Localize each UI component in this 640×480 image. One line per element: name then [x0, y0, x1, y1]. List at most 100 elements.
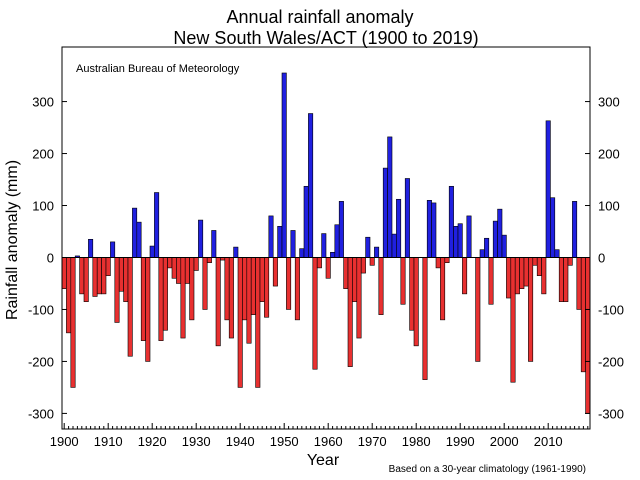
bar-1959 — [321, 233, 327, 258]
bar-2014 — [563, 257, 569, 302]
bar-1925 — [171, 257, 177, 279]
bar-1950 — [281, 72, 287, 258]
bar-1994 — [475, 257, 481, 362]
x-tick-label: 1900 — [50, 434, 79, 449]
bar-2012 — [554, 249, 560, 258]
bar-1953 — [294, 257, 300, 321]
bar-1945 — [259, 257, 265, 302]
bar-1973 — [382, 167, 388, 258]
bar-1916 — [132, 207, 138, 258]
chart-title: Annual rainfall anomaly — [226, 7, 413, 27]
bar-1918 — [140, 257, 146, 341]
y-tick-label-right: 0 — [598, 250, 605, 265]
y-tick-label-left: 300 — [32, 95, 54, 110]
bar-1985 — [435, 257, 441, 269]
bar-1912 — [114, 257, 120, 323]
bar-1915 — [127, 257, 133, 357]
bar-1934 — [211, 230, 217, 258]
bar-1932 — [202, 257, 208, 310]
y-tick-label-right: 100 — [598, 199, 620, 214]
bar-1983 — [426, 200, 432, 258]
bar-1923 — [162, 257, 168, 331]
bar-1954 — [299, 248, 305, 258]
bar-1991 — [462, 257, 468, 295]
bar-1909 — [101, 257, 107, 295]
bar-1942 — [246, 257, 252, 344]
bar-1926 — [176, 257, 182, 284]
bar-1914 — [123, 257, 129, 302]
y-tick-label-right: -300 — [598, 406, 624, 421]
bar-1988 — [448, 185, 454, 258]
bar-1984 — [431, 202, 437, 258]
y-tick-label-right: 300 — [598, 95, 620, 110]
bar-2007 — [532, 257, 538, 266]
bar-2019 — [585, 257, 591, 414]
plot-frame — [61, 46, 591, 430]
bar-1957 — [312, 257, 318, 370]
bar-1944 — [255, 257, 261, 388]
bar-1995 — [479, 249, 485, 258]
bar-1955 — [303, 185, 309, 258]
bar-1913 — [118, 257, 124, 292]
y-tick-label-left: 100 — [32, 199, 54, 214]
bar-1999 — [497, 208, 503, 258]
bar-1961 — [330, 251, 336, 258]
x-tick-label: 1990 — [446, 434, 475, 449]
bar-1998 — [492, 220, 498, 258]
bar-1924 — [167, 257, 173, 269]
y-tick-label-left: 0 — [47, 250, 54, 265]
x-tick-label: 1910 — [94, 434, 123, 449]
bar-1921 — [154, 192, 160, 258]
bar-1949 — [277, 226, 283, 258]
bar-1905 — [83, 257, 89, 302]
bar-1982 — [422, 257, 428, 380]
bar-1975 — [391, 233, 397, 258]
source-label: Australian Bureau of Meteorology — [76, 63, 240, 75]
bar-1902 — [70, 257, 76, 388]
bar-1972 — [378, 257, 384, 315]
bar-1947 — [268, 215, 274, 258]
bar-2011 — [550, 197, 556, 258]
bar-2001 — [506, 257, 512, 299]
bar-1938 — [228, 257, 234, 339]
bar-2006 — [528, 257, 534, 362]
bar-1948 — [272, 257, 278, 287]
x-tick-label: 1920 — [138, 434, 167, 449]
x-tick-label: 1960 — [314, 434, 343, 449]
bar-1963 — [338, 201, 344, 258]
bar-2013 — [558, 257, 564, 302]
x-tick-label: 1970 — [358, 434, 387, 449]
bar-1974 — [387, 136, 393, 258]
bar-2000 — [501, 234, 507, 258]
bar-1990 — [457, 223, 463, 258]
bar-2005 — [523, 257, 529, 287]
bar-1978 — [404, 178, 410, 258]
bar-1968 — [360, 257, 366, 274]
bar-series — [61, 72, 591, 414]
bar-1996 — [484, 237, 490, 258]
bar-1989 — [453, 226, 459, 258]
bar-1951 — [286, 257, 292, 310]
bar-2009 — [541, 257, 547, 295]
bar-1937 — [224, 257, 230, 321]
y-tick-label-right: -200 — [598, 354, 624, 369]
bar-1906 — [88, 238, 94, 258]
climatology-footnote: Based on a 30-year climatology (1961-199… — [389, 464, 586, 475]
bar-1946 — [264, 257, 270, 318]
bar-1967 — [356, 257, 362, 339]
bar-1922 — [158, 257, 164, 341]
bar-1930 — [193, 257, 199, 271]
bar-1980 — [413, 257, 419, 347]
chart-subtitle: New South Wales/ACT (1900 to 2019) — [173, 28, 478, 48]
bar-1929 — [189, 257, 195, 321]
bar-1966 — [352, 257, 358, 302]
bar-1970 — [369, 257, 375, 266]
bar-1933 — [206, 257, 212, 263]
bar-1943 — [250, 257, 256, 315]
x-tick-label: 2000 — [490, 434, 519, 449]
y-tick-label-left: 200 — [32, 147, 54, 162]
bar-1965 — [347, 257, 353, 367]
x-tick-label: 1980 — [402, 434, 431, 449]
bar-1992 — [466, 215, 472, 258]
